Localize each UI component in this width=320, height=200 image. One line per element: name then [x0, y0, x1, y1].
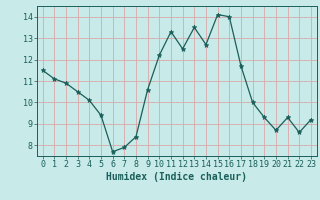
X-axis label: Humidex (Indice chaleur): Humidex (Indice chaleur) — [106, 172, 247, 182]
